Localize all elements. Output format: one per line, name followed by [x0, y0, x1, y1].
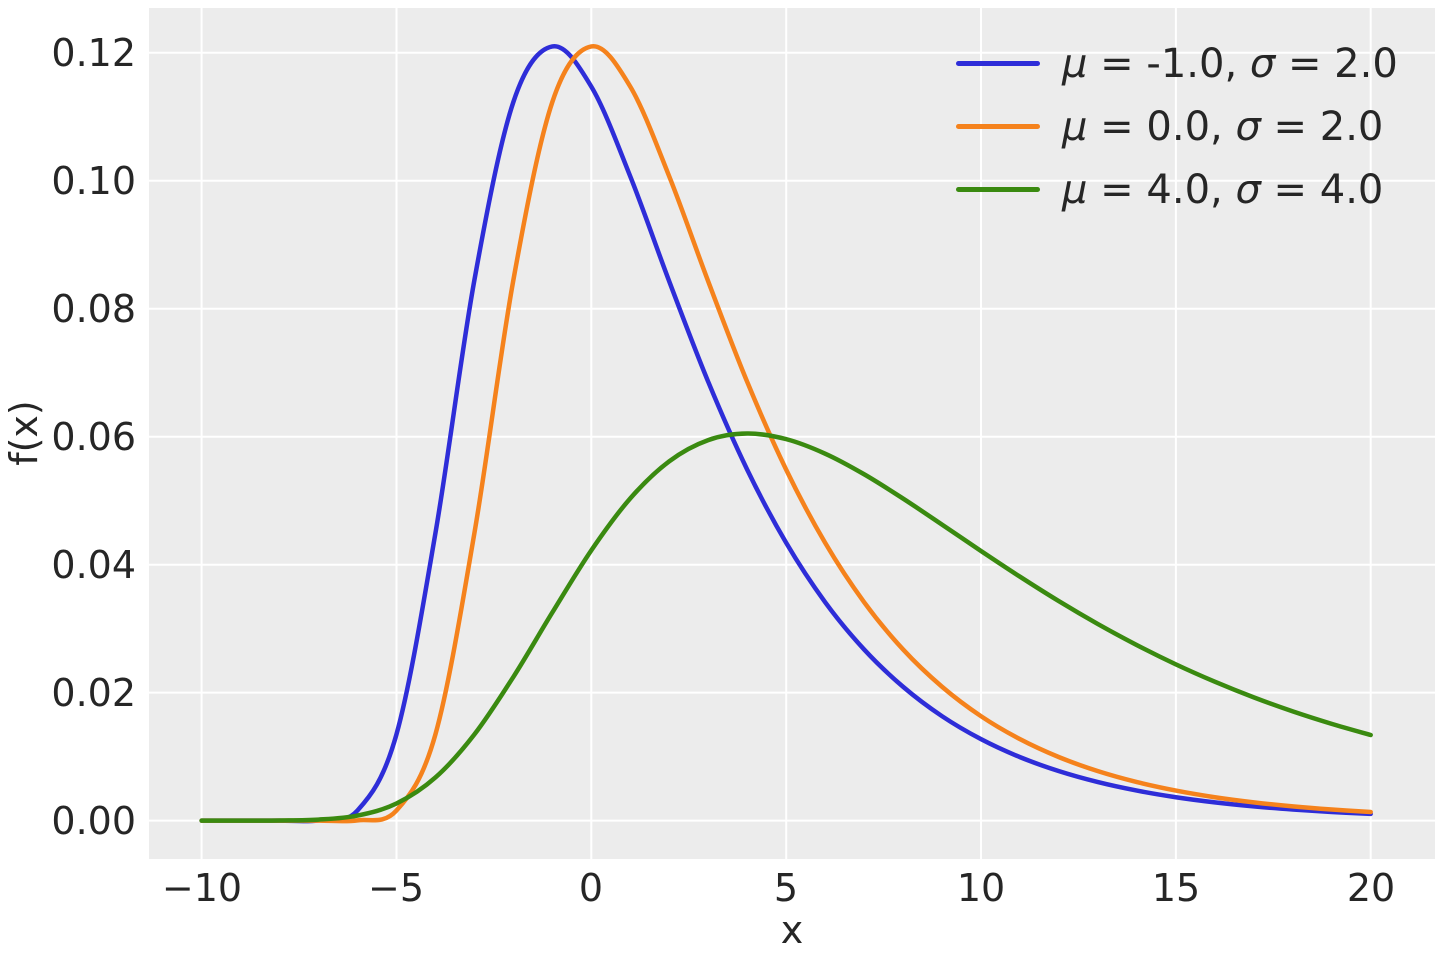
legend-line-swatch	[956, 187, 1040, 192]
curve-μ = 0.0, σ = 2.0	[199, 44, 1373, 824]
curve-μ = -1.0, σ = 2.0	[199, 44, 1373, 824]
y-tick-label: 0.10	[51, 159, 136, 203]
x-tick-label: 10	[956, 866, 1006, 910]
y-tick-label: 0.08	[51, 287, 136, 331]
legend-label: μ = 4.0, σ = 4.0	[1062, 166, 1384, 213]
x-tick-label: 5	[773, 866, 799, 910]
y-tick-label: 0.04	[51, 543, 136, 587]
y-axis-label: f(x)	[2, 400, 46, 466]
legend-item: μ = -1.0, σ = 2.0	[956, 32, 1398, 95]
legend-item: μ = 0.0, σ = 2.0	[956, 95, 1398, 158]
legend-line-swatch	[956, 124, 1040, 129]
x-axis-label: x	[780, 908, 804, 952]
legend-line-swatch	[956, 61, 1040, 66]
x-tick-label: −5	[367, 866, 425, 910]
curve-μ = 4.0, σ = 4.0	[199, 431, 1373, 823]
legend-label: μ = -1.0, σ = 2.0	[1062, 40, 1398, 87]
x-tick-label: 0	[578, 866, 604, 910]
legend: μ = -1.0, σ = 2.0 μ = 0.0, σ = 2.0 μ = 4…	[956, 32, 1398, 221]
legend-item: μ = 4.0, σ = 4.0	[956, 158, 1398, 221]
x-tick-label: 15	[1151, 866, 1201, 910]
y-tick-label: 0.02	[51, 671, 136, 715]
y-tick-label: 0.00	[51, 799, 136, 843]
x-tick-label: 20	[1346, 866, 1396, 910]
y-tick-label: 0.12	[51, 31, 136, 75]
y-tick-label: 0.06	[51, 415, 136, 459]
legend-label: μ = 0.0, σ = 2.0	[1062, 103, 1384, 150]
x-tick-label: −10	[161, 866, 243, 910]
